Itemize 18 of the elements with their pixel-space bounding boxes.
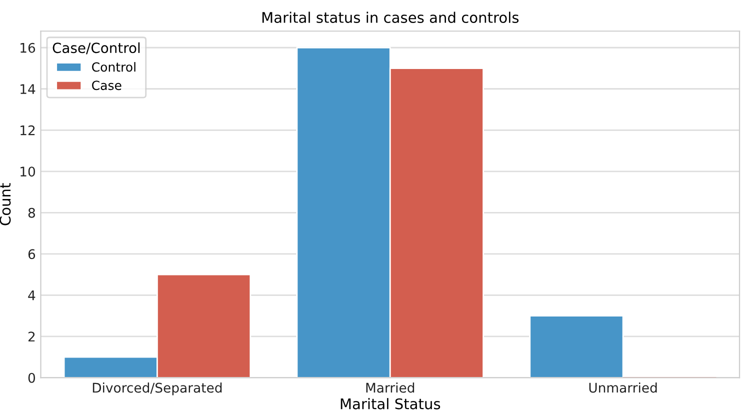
y-tick-label: 2: [28, 332, 35, 342]
y-axis-title: Count: [0, 183, 11, 226]
x-axis-title: Marital Status: [340, 398, 440, 410]
chart-title: Marital status in cases and controls: [262, 12, 519, 23]
legend-title: Case/Control: [52, 42, 140, 54]
x-tick-label: Unmarried: [589, 382, 657, 393]
legend-label: Case: [92, 80, 122, 90]
y-tick-label: 6: [28, 249, 36, 260]
y-tick-label: 8: [28, 208, 35, 218]
x-tick-label: Married: [366, 382, 414, 393]
legend-label: Control: [92, 62, 136, 72]
y-tick-label: 0: [28, 372, 36, 383]
y-tick-label: 10: [20, 166, 36, 177]
y-tick-label: 16: [20, 42, 36, 53]
y-tick-label: 4: [28, 290, 36, 300]
y-tick-label: 14: [20, 84, 36, 94]
y-tick-label: 12: [20, 125, 35, 136]
x-tick-label: Divorced/Separated: [92, 382, 222, 396]
